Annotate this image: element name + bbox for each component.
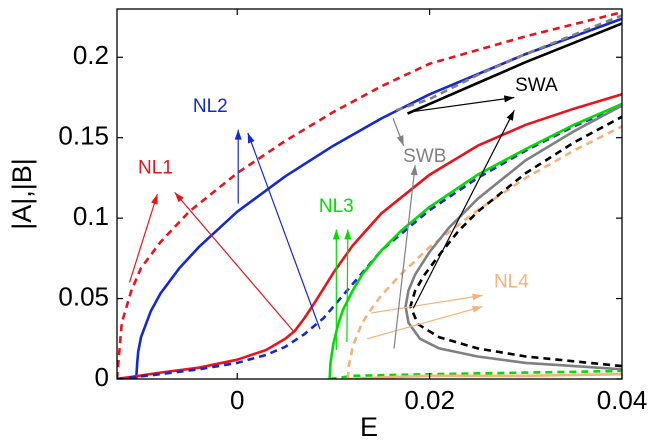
annotation-arrow-swa-2 <box>412 110 515 309</box>
annotation-arrowhead-nl3-1 <box>332 229 340 240</box>
annotation-arrow-swb-2 <box>393 164 416 349</box>
series-line-swb-solid <box>404 104 622 371</box>
x-tick-label: 0 <box>230 385 244 415</box>
series-layer <box>117 10 622 379</box>
series-line-nl3-solid <box>328 102 622 379</box>
annotation-arrow-swa-1 <box>410 96 515 113</box>
annotation-arrow-nl4-2 <box>366 306 483 340</box>
annotation-arrow-nl3-2 <box>346 229 349 343</box>
annotation-arrowhead-swb-2 <box>410 165 418 176</box>
annotation-arrow-nl2-2 <box>247 132 321 330</box>
annotation-label-swa: SWA <box>515 75 558 96</box>
plot-frame <box>116 8 623 380</box>
series-line-nl1-dashed <box>117 10 622 379</box>
annotation-arrow-layer: NL1 NL2 NL3 NL4 SWA SWB <box>128 75 558 351</box>
series-line-swa-solid <box>406 22 622 115</box>
annotation-arrowhead-swa-1 <box>503 95 515 103</box>
y-tick-label: 0.05 <box>58 281 109 311</box>
annotation-label-nl2: NL2 <box>193 96 228 117</box>
annotation-arrowhead-nl2-1 <box>234 129 242 140</box>
x-tick-label: 0.04 <box>597 385 648 415</box>
annotation-label-nl4: NL4 <box>494 271 529 292</box>
annotation-arrow-nl4-1 <box>370 294 483 314</box>
series-line-nl4-dashed <box>346 125 622 379</box>
annotation-arrow-nl1-1 <box>128 193 158 283</box>
plot-background <box>117 9 622 379</box>
annotation-label-nl1: NL1 <box>138 157 173 178</box>
series-line-swb-dashed <box>395 14 622 112</box>
annotation-arrowhead-nl4-1 <box>472 293 483 301</box>
annotation-arrowhead-nl1-1 <box>151 194 158 205</box>
series-line-nl2-solid <box>134 17 622 379</box>
annotation-arrowhead-nl1-2 <box>174 192 184 203</box>
annotation-arrowhead-nl4-2 <box>471 305 483 313</box>
y-tick-label: 0.1 <box>73 201 109 231</box>
y-tick-label: 0.2 <box>73 40 109 70</box>
y-tick-label: 0 <box>95 362 109 392</box>
y-tick-label: 0.15 <box>58 121 109 151</box>
tick-layer: 0 0.02 0.04 0 0.05 0.1 0.15 0.2 <box>58 9 647 415</box>
x-axis-label: E <box>360 412 378 440</box>
series-line-nl2-dashed <box>117 104 622 379</box>
annotation-label-nl3: NL3 <box>319 196 354 217</box>
annotation-arrow-nl1-2 <box>174 192 294 332</box>
annotation-arrowhead-nl2-2 <box>247 132 255 144</box>
series-line-nl1-solid <box>117 93 622 379</box>
annotation-label-swb: SWB <box>403 146 446 167</box>
y-axis-label: |A|,|B| <box>7 158 37 230</box>
series-line-swa-dashed <box>409 115 622 368</box>
annotation-arrowhead-swa-2 <box>506 110 515 121</box>
x-tick-label: 0.02 <box>404 385 455 415</box>
annotation-arrowhead-nl3-2 <box>344 229 352 240</box>
annotation-arrowhead-swb-1 <box>396 135 404 146</box>
